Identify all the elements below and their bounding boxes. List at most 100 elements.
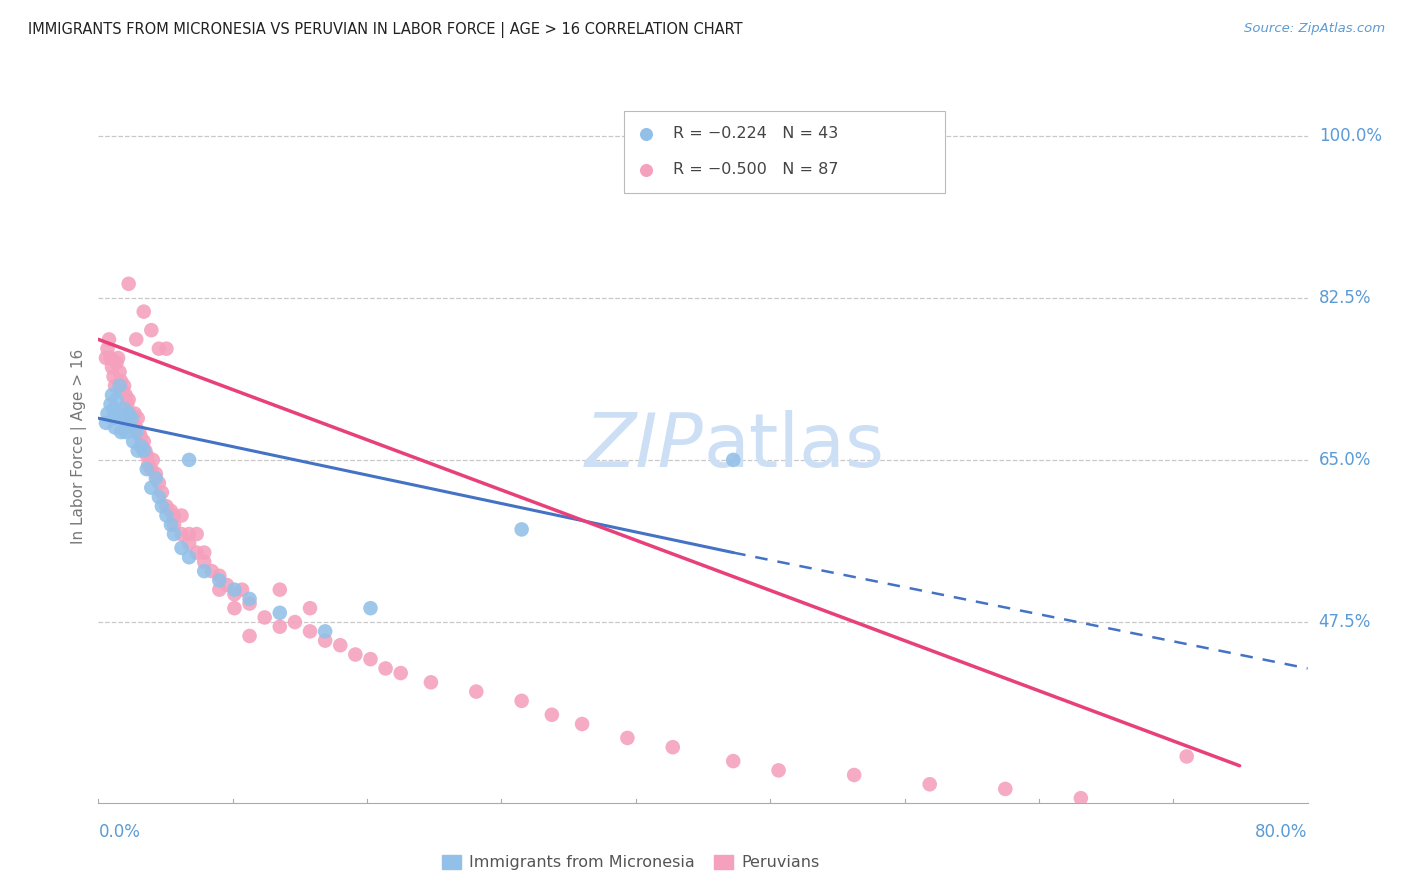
Point (100, 397, 122, 411)
Point (389, 666, 412, 681)
Point (150, 500, 173, 514)
Point (918, 777, 941, 791)
Point (132, 434, 155, 449)
Point (269, 606, 291, 620)
Point (107, 351, 129, 365)
Point (96, 407, 118, 421)
Point (419, 675, 441, 690)
Point (121, 411, 143, 425)
Point (253, 610, 276, 624)
Point (145, 467, 167, 481)
Point (269, 620, 291, 634)
Point (374, 661, 396, 675)
Point (208, 582, 231, 597)
Point (94, 351, 117, 365)
Point (124, 407, 146, 421)
Point (772, 233, 794, 247)
Point (239, 591, 262, 606)
Point (125, 425, 148, 439)
Point (208, 568, 231, 582)
Text: 0.0%: 0.0% (98, 823, 141, 841)
Text: 80.0%: 80.0% (1256, 823, 1308, 841)
Point (186, 527, 208, 541)
Point (844, 768, 866, 782)
Point (768, 764, 790, 778)
Point (510, 694, 533, 708)
Point (129, 430, 152, 444)
Point (1070, 791, 1092, 805)
Point (360, 601, 382, 615)
Point (772, 186, 794, 201)
Point (163, 527, 186, 541)
Point (148, 490, 170, 504)
Text: 82.5%: 82.5% (1319, 289, 1371, 307)
Point (170, 508, 193, 523)
Point (360, 652, 382, 666)
Point (231, 582, 253, 597)
Point (115, 416, 138, 430)
Text: 65.0%: 65.0% (1319, 450, 1371, 469)
Point (155, 342, 177, 356)
Point (314, 633, 336, 648)
Text: R = −0.224   N = 43: R = −0.224 N = 43 (672, 126, 838, 141)
Point (141, 462, 163, 476)
Point (125, 420, 148, 434)
Point (208, 574, 231, 588)
Point (163, 508, 186, 523)
Point (186, 545, 208, 559)
Point (299, 601, 322, 615)
Point (616, 731, 638, 745)
Point (121, 411, 143, 425)
Y-axis label: In Labor Force | Age > 16: In Labor Force | Age > 16 (72, 349, 87, 543)
Point (155, 508, 177, 523)
Point (105, 392, 128, 407)
Point (120, 407, 142, 421)
Point (108, 378, 131, 392)
Point (571, 717, 593, 731)
Point (163, 517, 186, 532)
Point (148, 476, 170, 491)
Point (104, 420, 127, 434)
Point (145, 471, 167, 485)
Point (193, 545, 215, 559)
Point (105, 355, 128, 369)
Point (134, 443, 156, 458)
Point (177, 536, 201, 550)
Point (114, 388, 136, 402)
Text: ZIP: ZIP (585, 410, 703, 482)
Point (661, 740, 683, 755)
Point (224, 582, 246, 597)
Point (160, 517, 183, 532)
Point (98, 333, 121, 347)
Point (224, 601, 246, 615)
Point (160, 504, 183, 518)
Point (148, 342, 170, 356)
Point (118, 407, 141, 421)
Text: IMMIGRANTS FROM MICRONESIA VS PERUVIAN IN LABOR FORCE | AGE > 16 CORRELATION CHA: IMMIGRANTS FROM MICRONESIA VS PERUVIAN I… (28, 22, 742, 38)
Point (177, 550, 201, 565)
Point (127, 411, 149, 425)
Point (112, 378, 135, 392)
Point (239, 597, 262, 611)
Point (177, 453, 201, 467)
Point (155, 500, 177, 514)
Point (142, 453, 165, 467)
Point (96, 342, 118, 356)
Point (111, 384, 134, 398)
Point (115, 397, 138, 411)
Point (112, 401, 135, 416)
Point (150, 485, 173, 500)
Point (141, 481, 163, 495)
Point (135, 448, 157, 462)
Point (127, 443, 149, 458)
Point (103, 401, 125, 416)
Point (329, 638, 352, 652)
Point (103, 411, 125, 425)
Legend: Immigrants from Micronesia, Peruvians: Immigrants from Micronesia, Peruvians (436, 848, 825, 877)
Point (177, 527, 201, 541)
Point (224, 587, 246, 601)
Point (721, 754, 744, 768)
Point (193, 564, 215, 578)
Point (118, 277, 141, 291)
Point (170, 541, 193, 555)
